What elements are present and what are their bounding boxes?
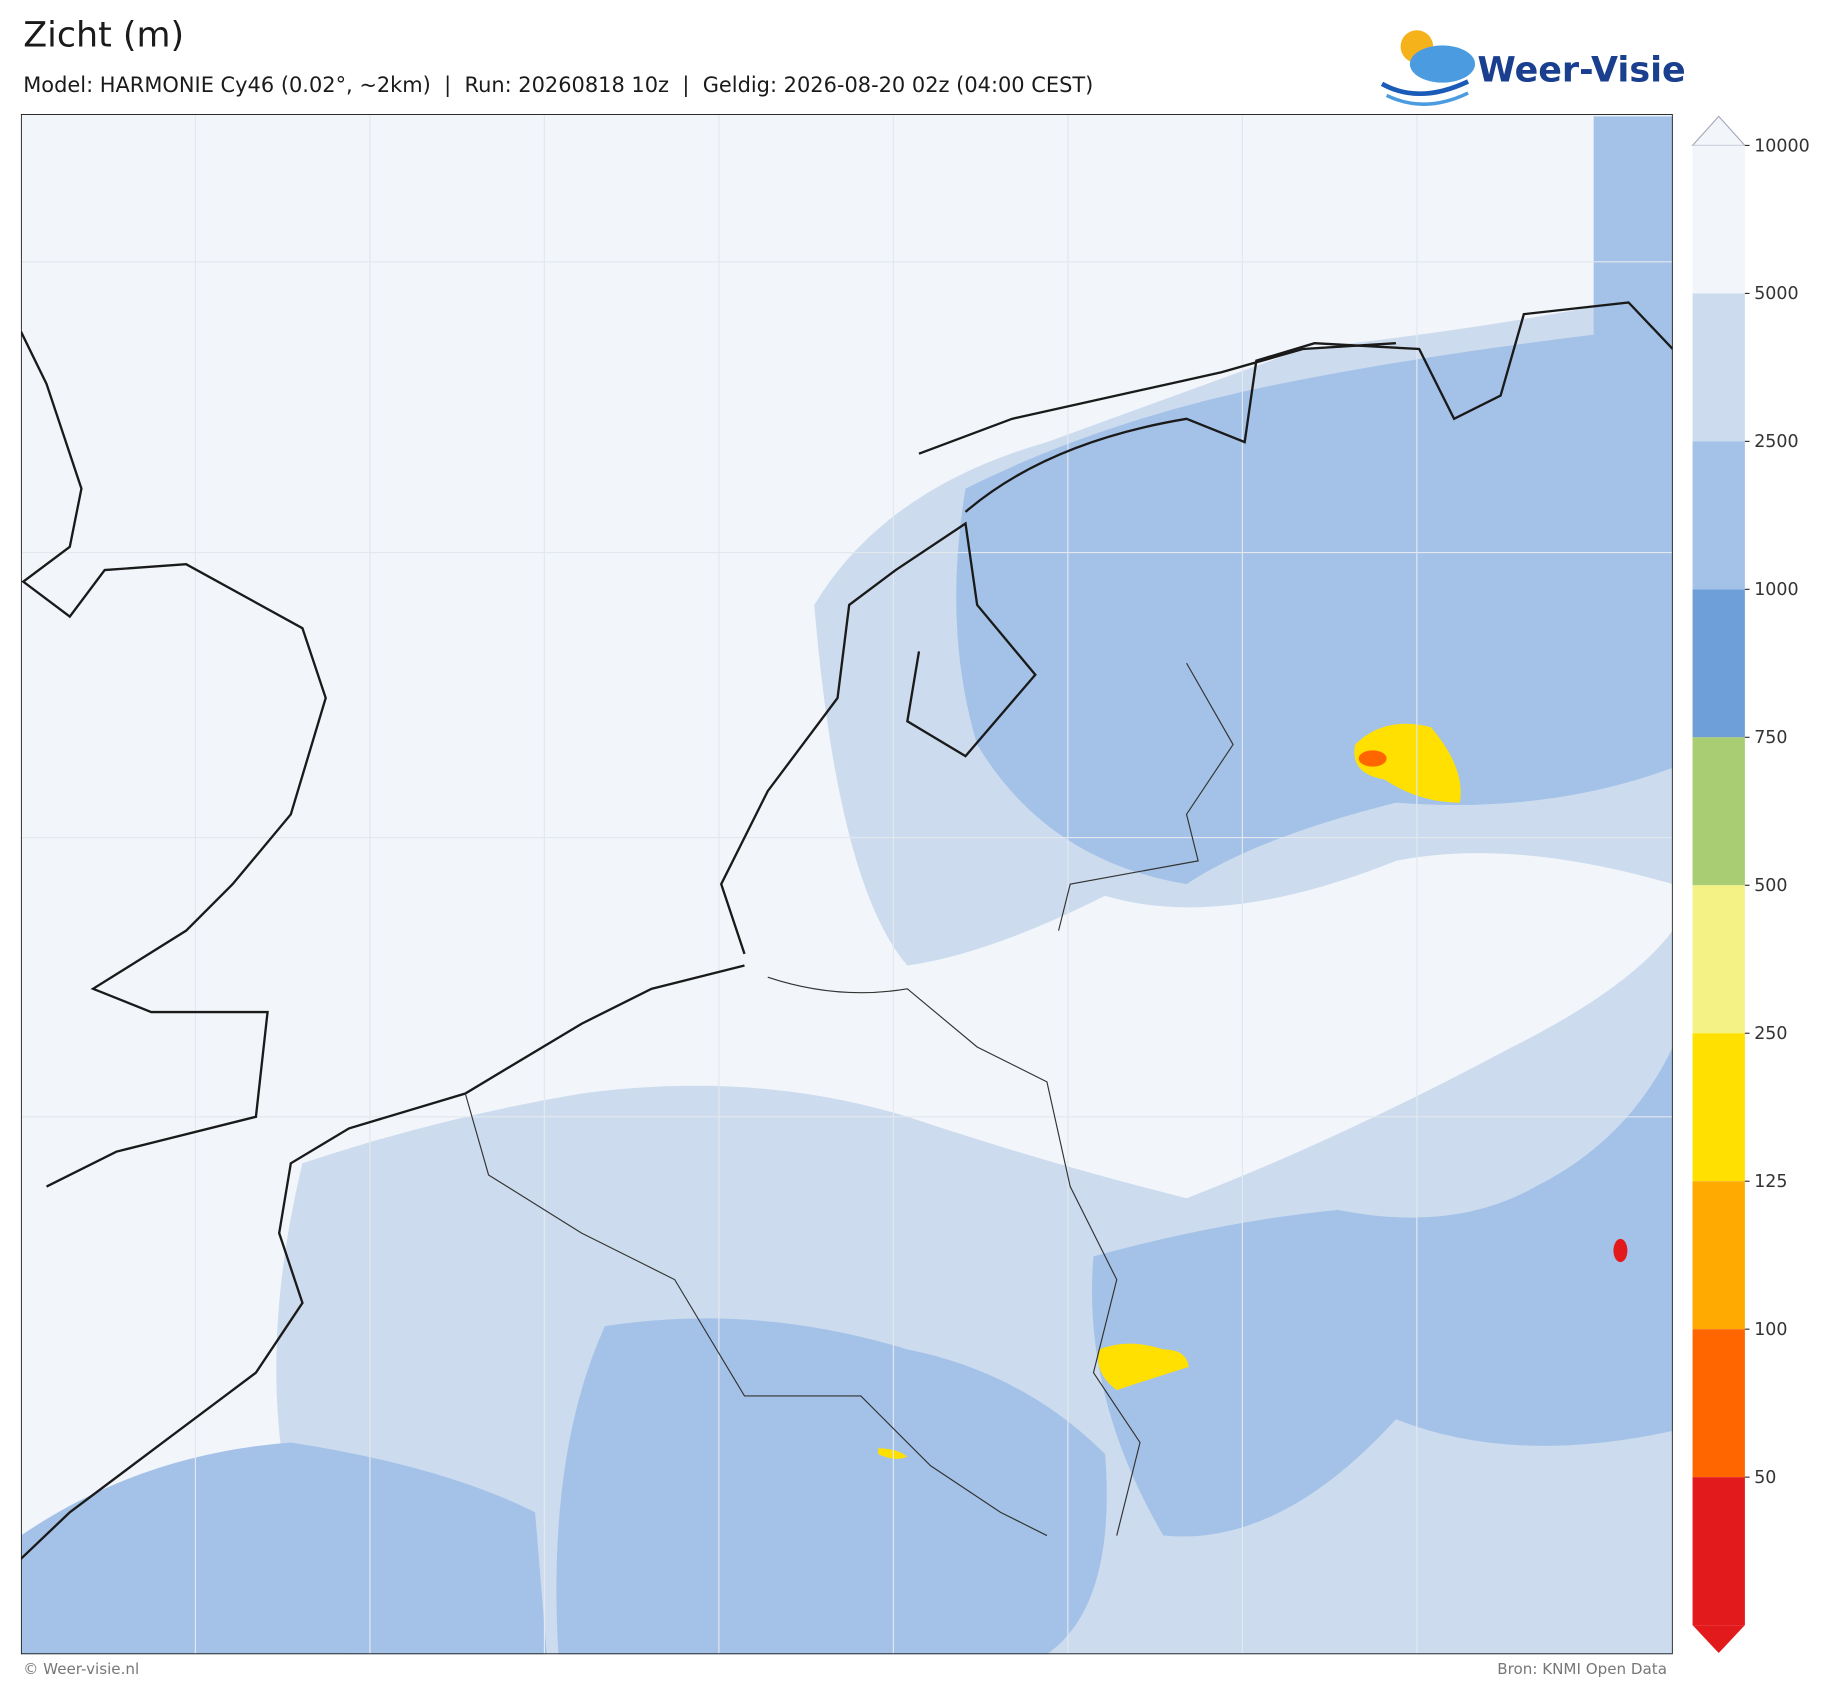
colorbar-segment — [1692, 589, 1745, 738]
colorbar-segment — [1692, 1181, 1745, 1330]
colorbar-segment — [1692, 441, 1745, 590]
colorbar-segment — [1692, 1033, 1745, 1182]
colorbar-segment — [1692, 1329, 1745, 1478]
map — [20, 114, 1673, 1655]
colorbar-segment — [1692, 737, 1745, 886]
colorbar-label: 100 — [1754, 1320, 1787, 1340]
subtitle: Model: HARMONIE Cy46 (0.02°, ~2km) | Run… — [23, 73, 1093, 98]
colorbar-segment — [1692, 885, 1745, 1034]
logo-text: Weer-Visie — [1477, 50, 1685, 90]
colorbar-label: 125 — [1754, 1172, 1787, 1192]
colorbar-segment — [1692, 293, 1745, 442]
colorbar-label: 10000 — [1754, 136, 1809, 156]
colorbar-label: 1000 — [1754, 580, 1798, 600]
colorbar-arrow-top — [1691, 115, 1747, 147]
footer-left: © Weer-visie.nl — [23, 1660, 139, 1678]
colorbar-label: 750 — [1754, 728, 1787, 748]
colorbar-label: 2500 — [1754, 432, 1798, 452]
colorbar-arrow-bottom — [1692, 1625, 1745, 1654]
footer-right: Bron: KNMI Open Data — [1497, 1660, 1667, 1678]
colorbar-label: 250 — [1754, 1024, 1787, 1044]
colorbar-label: 500 — [1754, 876, 1787, 896]
colorbar: 10000 5000 2500 1000 750 500 250 125 100 50 — [1691, 115, 1810, 1654]
colorbar-label: 5000 — [1754, 284, 1798, 304]
colorbar-label: 50 — [1754, 1468, 1776, 1488]
colorbar-segment — [1692, 145, 1745, 294]
title: Zicht (m) — [23, 16, 184, 56]
colorbar-segment — [1692, 1477, 1745, 1626]
logo: Weer-Visie — [1380, 30, 1686, 106]
